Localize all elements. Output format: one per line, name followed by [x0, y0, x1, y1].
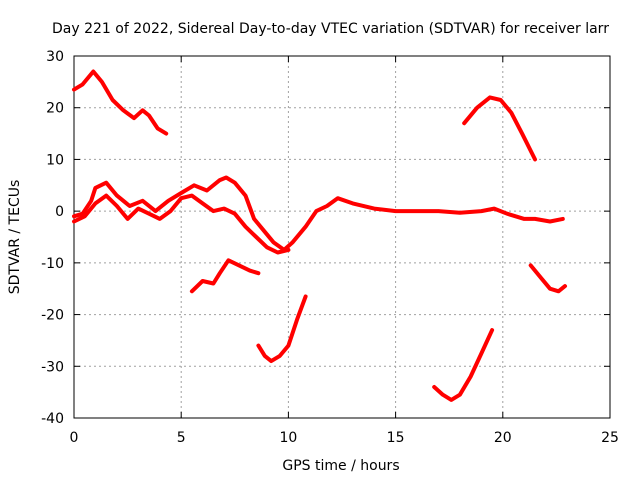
- y-axis-label: SDTVAR / TECUs: [7, 180, 23, 295]
- y-tick-label: -20: [41, 308, 64, 324]
- axis-ticks: 0 5 10 15 20 25 -40 -30 -20 -10 0 10 20 30: [41, 49, 619, 446]
- x-tick-label: 20: [494, 430, 512, 446]
- x-tick-label: 10: [279, 430, 297, 446]
- x-tick-label: 15: [387, 430, 405, 446]
- series-group: [72, 69, 567, 402]
- y-tick-label: -10: [41, 256, 64, 272]
- plot-frame: [73, 55, 611, 419]
- y-tick-label: 0: [55, 204, 64, 220]
- series-arc-8: [528, 263, 567, 294]
- series-arc-4: [189, 258, 261, 294]
- grid: [74, 56, 610, 418]
- chart-title: Day 221 of 2022, Sidereal Day-to-day VTE…: [52, 21, 609, 37]
- series-arc-1: [72, 69, 169, 136]
- x-axis-label: GPS time / hours: [282, 458, 399, 474]
- y-tick-label: -30: [41, 359, 64, 375]
- series-arc-3: [72, 193, 291, 255]
- y-tick-label: -40: [41, 411, 64, 427]
- series-arc-7: [462, 95, 537, 162]
- x-tick-label: 0: [70, 430, 79, 446]
- series-arc-6: [432, 328, 495, 402]
- x-tick-label: 5: [177, 430, 186, 446]
- series-arc-2: [72, 175, 565, 252]
- series-arc-5: [256, 294, 308, 364]
- y-tick-label: 20: [46, 101, 64, 117]
- y-tick-label: 30: [46, 49, 64, 65]
- x-tick-label: 25: [601, 430, 619, 446]
- y-tick-label: 10: [46, 152, 64, 168]
